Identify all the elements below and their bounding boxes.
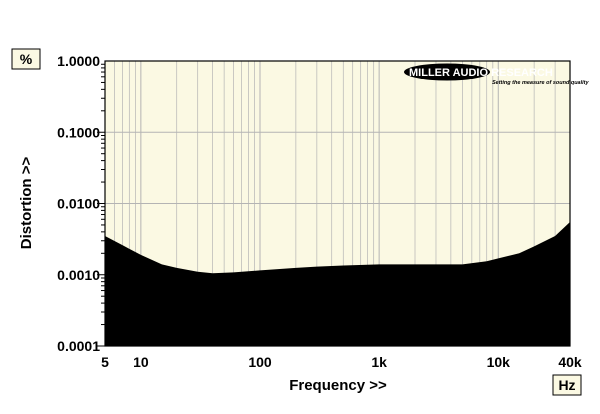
x-tick-label: 40k bbox=[558, 354, 582, 370]
x-tick-label: 5 bbox=[101, 354, 109, 370]
y-axis-label: Distortion >> bbox=[18, 157, 35, 250]
y-tick-label: 0.0010 bbox=[57, 267, 100, 283]
logo-tagline: Setting the measure of sound quality bbox=[492, 80, 590, 86]
x-unit-label: Hz bbox=[558, 377, 575, 393]
x-tick-label: 1k bbox=[371, 354, 387, 370]
y-ticks bbox=[97, 63, 105, 347]
y-unit-label: % bbox=[20, 51, 33, 67]
x-tick-labels: 5 10 100 1k 10k 40k bbox=[101, 354, 582, 370]
y-tick-label: 0.1000 bbox=[57, 124, 100, 140]
miller-audio-research-logo: MILLER AUDIO RESEARCH Setting the measur… bbox=[404, 63, 590, 86]
y-tick-label: 0.0100 bbox=[57, 196, 100, 212]
y-tick-labels: 1.0000 0.1000 0.0100 0.0010 0.0001 bbox=[57, 53, 100, 354]
plot-frame bbox=[104, 60, 571, 347]
y-unit-box: % bbox=[11, 48, 41, 70]
logo-text: MILLER AUDIO RESEARCH bbox=[409, 67, 553, 79]
x-unit-box: Hz bbox=[552, 374, 582, 396]
y-tick-label: 0.0001 bbox=[57, 338, 100, 354]
x-tick-label: 10 bbox=[133, 354, 149, 370]
x-tick-label: 100 bbox=[248, 354, 272, 370]
y-tick-label: 1.0000 bbox=[57, 53, 100, 69]
x-tick-label: 10k bbox=[487, 354, 511, 370]
distortion-area bbox=[105, 222, 570, 346]
x-axis-label: Frequency >> bbox=[289, 377, 387, 394]
